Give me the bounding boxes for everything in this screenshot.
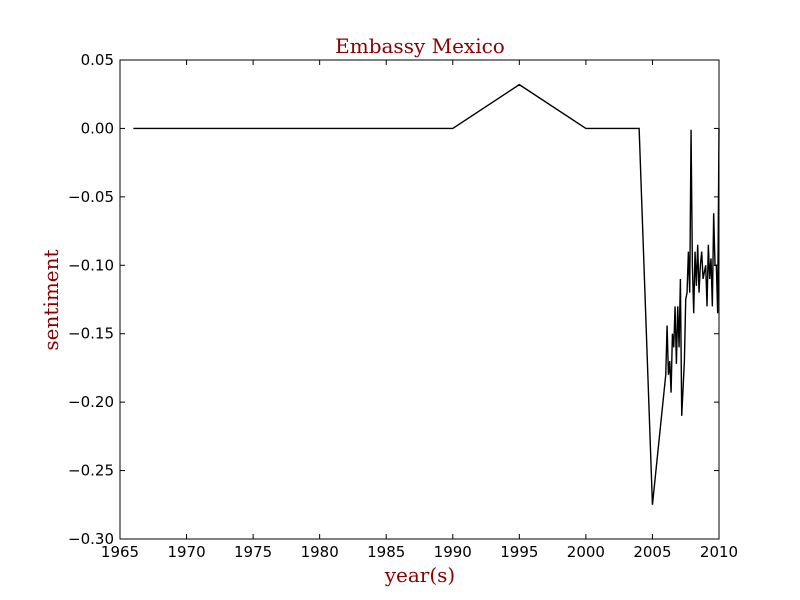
x-tick-label: 1995 <box>500 543 538 561</box>
x-tick-label: 2010 <box>700 543 738 561</box>
x-tick-label: 1990 <box>434 543 472 561</box>
series-line <box>133 83 720 505</box>
x-axis-title: year(s) <box>384 563 456 587</box>
y-tick-label: −0.20 <box>68 393 114 411</box>
x-tick-label: 1965 <box>101 543 139 561</box>
x-tick-label: 1975 <box>234 543 272 561</box>
x-axis: 1965 1970 1975 1980 1985 1990 1995 2000 2005 2010 <box>101 60 738 561</box>
y-tick-label: −0.15 <box>68 325 114 343</box>
y-tick-label: −0.05 <box>68 188 114 206</box>
y-tick-label: −0.10 <box>68 256 114 274</box>
y-tick-label: −0.25 <box>68 462 114 480</box>
y-tick-label: 0.05 <box>81 51 114 69</box>
chart-title: Embassy Mexico <box>335 34 505 58</box>
y-axis-title: sentiment <box>39 249 63 350</box>
x-tick-label: 1970 <box>167 543 205 561</box>
x-tick-label: 2000 <box>567 543 605 561</box>
x-tick-label: 1985 <box>367 543 405 561</box>
y-tick-label: 0.00 <box>81 119 114 137</box>
x-tick-label: 1980 <box>301 543 339 561</box>
y-axis: 0.05 0.00 −0.05 −0.10 −0.15 −0.20 −0.25 −0.30 <box>68 51 719 548</box>
y-tick-label: −0.30 <box>68 530 114 548</box>
plot-frame <box>119 59 720 540</box>
x-tick-label: 2005 <box>633 543 671 561</box>
